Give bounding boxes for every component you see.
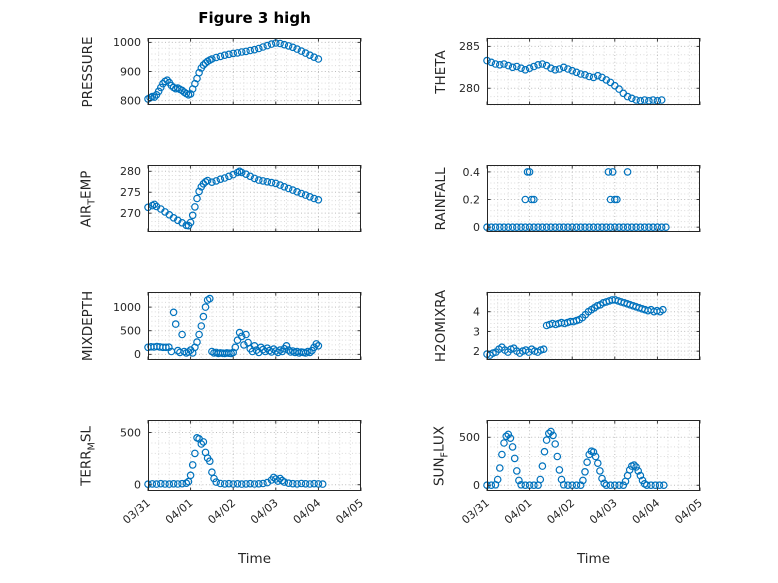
- data-points: [144, 167, 323, 230]
- ylabel-theta: THETA: [433, 49, 449, 94]
- axis-ticks: [147, 292, 362, 360]
- gridlines: [487, 291, 700, 360]
- svg-text:3: 3: [473, 325, 480, 338]
- svg-text:04/01: 04/01: [502, 496, 535, 526]
- svg-text:800: 800: [120, 94, 141, 107]
- ylabel-pressure: PRESSURE: [80, 36, 96, 107]
- svg-text:2: 2: [473, 345, 480, 358]
- tick-labels: 280 285: [459, 40, 480, 95]
- subplot-sun-flux: SUNFLUX 0 500 03/31 04/01 04/02 04/03 04/04 04/0…: [432, 420, 705, 527]
- svg-text:0: 0: [134, 348, 141, 361]
- svg-text:03/31: 03/31: [459, 496, 492, 526]
- tick-labels: 800 900 1000: [113, 36, 141, 107]
- svg-text:500: 500: [459, 431, 480, 444]
- plot-area-sun-flux: 0 500 03/31 04/01 04/02 04/03 04/04 04/05: [459, 420, 705, 527]
- subplot-rainfall: RAINFALL 0 0.2 0.4: [433, 165, 701, 234]
- plot-area-theta: 280 285: [459, 37, 701, 106]
- svg-text:500: 500: [120, 426, 141, 439]
- axis-ticks: [147, 165, 362, 232]
- subplot-theta: THETA 280 285: [433, 37, 701, 106]
- subplot-terr-msl: TERRMSL 0 500 03/31 04/01 04/02 04/03 04/04 04/0…: [79, 420, 366, 527]
- subplot-pressure: PRESSURE 800 900 1000: [80, 36, 362, 107]
- svg-text:275: 275: [120, 186, 141, 199]
- gridlines: [148, 292, 361, 360]
- axis-ticks: [486, 38, 701, 105]
- tick-labels: 0 500 03/31 04/01 04/02 04/03 04/04 04/05: [120, 426, 366, 526]
- ylabel-h2omixra: H2OMIXRA: [433, 289, 449, 363]
- plot-area-mixdepth: 0 500 1000: [113, 292, 362, 361]
- subplot-air-temp: AIRTEMP 270 275 280: [79, 165, 362, 232]
- svg-text:04/01: 04/01: [163, 496, 196, 526]
- ylabel-air-temp: AIRTEMP: [78, 170, 98, 227]
- subplot-h2omixra: H2OMIXRA 2 3 4: [433, 290, 701, 362]
- svg-text:1000: 1000: [113, 36, 141, 49]
- ylabel-mixdepth: MIXDEPTH: [80, 290, 96, 362]
- data-points: [483, 427, 668, 489]
- svg-text:4: 4: [473, 306, 480, 319]
- gridlines: [487, 420, 700, 491]
- svg-text:0: 0: [473, 221, 480, 234]
- svg-text:0.4: 0.4: [463, 166, 481, 179]
- axis-ticks: [147, 38, 362, 105]
- svg-text:04/04: 04/04: [291, 496, 324, 526]
- svg-text:280: 280: [120, 165, 141, 178]
- axis-ticks: [486, 420, 701, 491]
- svg-text:280: 280: [459, 82, 480, 95]
- subplot-mixdepth: MIXDEPTH 0 500 1000: [80, 291, 362, 361]
- svg-text:04/05: 04/05: [672, 496, 705, 526]
- tick-labels: 0 0.2 0.4: [463, 166, 481, 234]
- data-points: [483, 168, 670, 232]
- tick-labels: 2 3 4: [473, 306, 480, 358]
- ylabel-rainfall: RAINFALL: [433, 167, 449, 230]
- svg-text:0: 0: [473, 479, 480, 492]
- svg-text:04/03: 04/03: [248, 496, 281, 526]
- plot-area-rainfall: 0 0.2 0.4: [463, 165, 701, 234]
- svg-text:270: 270: [120, 207, 141, 220]
- svg-text:04/02: 04/02: [205, 496, 238, 526]
- gridlines: [148, 165, 361, 232]
- svg-text:0.2: 0.2: [463, 193, 481, 206]
- ylabel-sun-flux: SUNFLUX: [431, 425, 451, 486]
- plot-area-pressure: 800 900 1000: [113, 36, 362, 107]
- axis-ticks: [147, 420, 362, 491]
- svg-text:03/31: 03/31: [120, 496, 153, 526]
- tick-labels: 0 500 1000: [113, 301, 141, 361]
- svg-text:500: 500: [120, 325, 141, 338]
- data-points: [144, 294, 323, 358]
- data-points: [483, 296, 667, 359]
- axis-ticks: [486, 165, 701, 232]
- gridlines: [487, 37, 700, 106]
- svg-text:04/02: 04/02: [544, 496, 577, 526]
- ylabel-terr-msl: TERRMSL: [78, 425, 98, 486]
- data-points: [483, 56, 666, 105]
- plot-area-h2omixra: 2 3 4: [473, 291, 701, 360]
- svg-text:900: 900: [120, 65, 141, 78]
- axis-ticks: [486, 292, 701, 360]
- plot-area-terr-msl: 0 500 03/31 04/01 04/02 04/03 04/04 04/05: [120, 420, 366, 527]
- svg-text:0: 0: [134, 479, 141, 492]
- svg-text:1000: 1000: [113, 301, 141, 314]
- svg-text:04/03: 04/03: [587, 496, 620, 526]
- figure-title: Figure 3 high: [198, 9, 311, 27]
- data-points: [144, 433, 327, 488]
- tick-labels: 0 500 03/31 04/01 04/02 04/03 04/04 04/05: [459, 431, 705, 527]
- svg-text:04/05: 04/05: [333, 496, 366, 526]
- gridlines: [487, 165, 700, 232]
- svg-text:285: 285: [459, 40, 480, 53]
- time-axis-label-right: Time: [576, 551, 611, 567]
- gridlines: [148, 38, 361, 105]
- tick-labels: 270 275 280: [120, 165, 141, 220]
- time-axis-label-left: Time: [237, 551, 272, 567]
- plot-area-air-temp: 270 275 280: [120, 165, 362, 232]
- svg-text:04/04: 04/04: [630, 496, 663, 526]
